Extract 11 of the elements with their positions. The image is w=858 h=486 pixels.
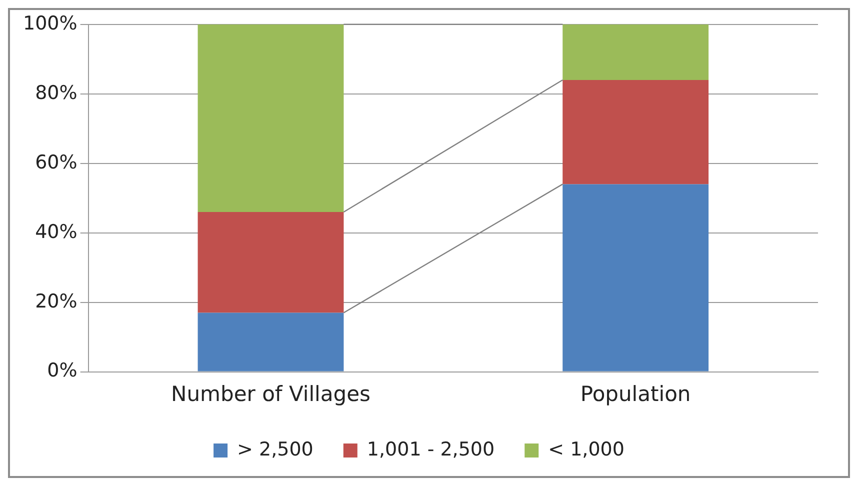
legend-label: < 1,000 bbox=[548, 438, 624, 460]
y-tick-label: 60% bbox=[35, 151, 78, 174]
y-tick-label: 0% bbox=[47, 360, 78, 382]
legend-label: 1,001 - 2,500 bbox=[366, 438, 495, 460]
y-tick-label: 20% bbox=[35, 290, 78, 312]
x-tick-label: Population bbox=[580, 382, 691, 406]
x-tick-label: Number of Villages bbox=[171, 382, 370, 406]
legend-label: > 2,500 bbox=[237, 438, 314, 460]
y-tick-label: 40% bbox=[35, 220, 78, 243]
y-tick-label: 100% bbox=[22, 12, 78, 34]
y-tick-label: 80% bbox=[35, 82, 78, 104]
